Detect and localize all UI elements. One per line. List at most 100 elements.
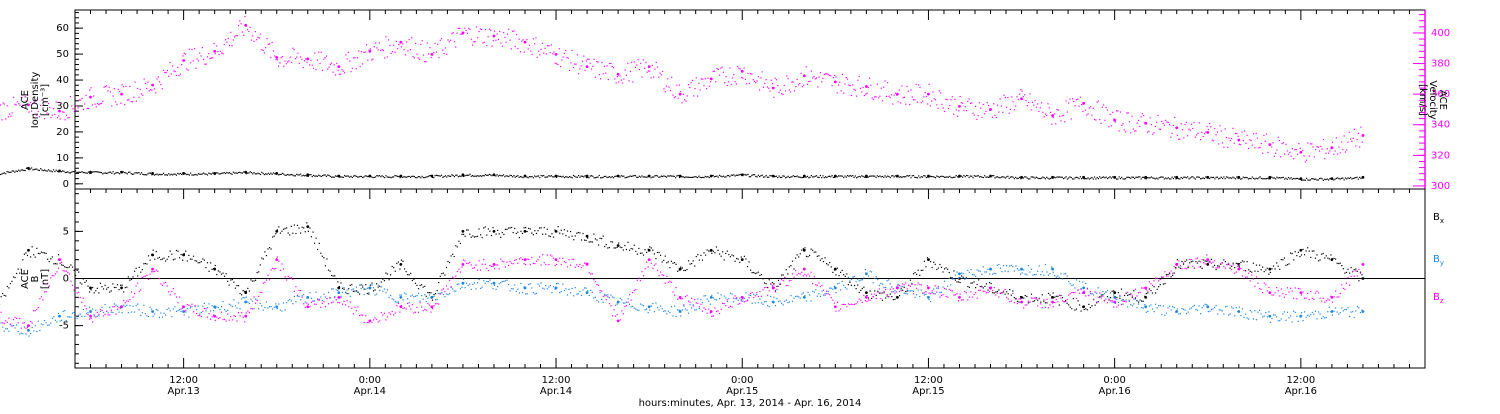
b-sample-bx xyxy=(305,231,306,232)
velocity-sample xyxy=(692,80,693,81)
b-sample-bz xyxy=(843,304,844,305)
b-sample-by xyxy=(1130,304,1131,305)
b-sample-bx xyxy=(983,287,984,288)
b-sample-by xyxy=(384,288,385,289)
b-sample-by xyxy=(1310,314,1311,315)
density-sample xyxy=(725,176,726,177)
velocity-sample xyxy=(1195,137,1196,138)
b-sample-bx xyxy=(617,247,618,248)
b-sample-bz xyxy=(281,263,282,264)
velocity-sample xyxy=(722,66,723,67)
b-sample-by xyxy=(205,310,206,311)
b-sample-by xyxy=(804,295,805,296)
b-sample-bx xyxy=(705,254,706,255)
b-sample-bx xyxy=(64,266,65,267)
density-sample xyxy=(759,176,760,177)
velocity-point xyxy=(368,50,371,53)
b-point-bx xyxy=(89,287,92,290)
velocity-sample xyxy=(1254,147,1255,148)
b-sample-bx xyxy=(134,271,135,272)
velocity-sample xyxy=(200,55,201,56)
velocity-sample xyxy=(1323,139,1324,140)
velocity-sample xyxy=(1182,129,1183,130)
b-point-bz xyxy=(151,268,154,271)
b-sample-bx xyxy=(766,283,767,284)
velocity-sample xyxy=(890,97,891,98)
density-sample xyxy=(449,176,450,177)
density-sample xyxy=(641,175,642,176)
velocity-sample xyxy=(14,104,15,105)
b-sample-bx xyxy=(795,258,796,259)
density-sample xyxy=(88,171,89,172)
velocity-sample xyxy=(242,31,243,32)
velocity-sample xyxy=(865,94,866,95)
velocity-sample xyxy=(1280,156,1281,157)
density-sample xyxy=(292,174,293,175)
b-sample-by xyxy=(716,299,717,300)
b-sample-bz xyxy=(717,310,718,311)
density-sample xyxy=(564,177,565,178)
b-sample-bx xyxy=(783,274,784,275)
velocity-sample xyxy=(839,82,840,83)
b-sample-by xyxy=(280,310,281,311)
velocity-sample xyxy=(904,97,905,98)
b-sample-by xyxy=(87,312,88,313)
velocity-sample xyxy=(497,34,498,35)
b-sample-bz xyxy=(1166,275,1167,276)
b-sample-bz xyxy=(882,292,883,293)
velocity-sample xyxy=(772,83,773,84)
velocity-sample xyxy=(1001,105,1002,106)
density-sample xyxy=(1091,177,1092,178)
density-sample xyxy=(587,177,588,178)
b-sample-bx xyxy=(39,253,40,254)
b-sample-by xyxy=(638,310,639,311)
b-sample-bz xyxy=(22,323,23,324)
b-sample-bx xyxy=(747,266,748,267)
velocity-sample xyxy=(1099,119,1100,120)
velocity-sample xyxy=(114,88,115,89)
density-sample xyxy=(791,176,792,177)
density-sample xyxy=(691,177,692,178)
b-sample-bz xyxy=(575,267,576,268)
density-sample xyxy=(1208,177,1209,178)
density-sample xyxy=(1102,177,1103,178)
b-sample-bx xyxy=(1243,261,1244,262)
density-sample xyxy=(178,174,179,175)
b-sample-by xyxy=(973,274,974,275)
velocity-sample xyxy=(676,85,677,86)
b-sample-by xyxy=(1253,318,1254,319)
b-sample-bx xyxy=(407,274,408,275)
b-sample-by xyxy=(1062,278,1063,279)
b-sample-bz xyxy=(224,319,225,320)
density-sample xyxy=(643,176,644,177)
b-sample-by xyxy=(719,298,720,299)
density-sample xyxy=(706,176,707,177)
b-sample-bz xyxy=(399,311,400,312)
b-sample-by xyxy=(1020,274,1021,275)
b-sample-by xyxy=(443,294,444,295)
b-sample-bz xyxy=(343,301,344,302)
velocity-sample xyxy=(759,89,760,90)
b-sample-bx xyxy=(207,262,208,263)
density-sample xyxy=(670,175,671,176)
b-sample-bz xyxy=(668,282,669,283)
velocity-sample xyxy=(263,50,264,51)
b-sample-by xyxy=(570,292,571,293)
b-sample-by xyxy=(494,285,495,286)
b-sample-by xyxy=(1177,308,1178,309)
b-sample-bz xyxy=(191,304,192,305)
b-sample-bx xyxy=(941,267,942,268)
b-sample-by xyxy=(613,297,614,298)
density-sample xyxy=(1031,176,1032,177)
velocity-sample xyxy=(159,81,160,82)
density-sample xyxy=(1005,177,1006,178)
b-sample-bz xyxy=(733,297,734,298)
velocity-sample xyxy=(702,79,703,80)
b-sample-bz xyxy=(871,294,872,295)
density-sample xyxy=(230,173,231,174)
b-sample-by xyxy=(463,279,464,280)
b-sample-by xyxy=(151,308,152,309)
b-sample-bz xyxy=(361,314,362,315)
b-sample-bz xyxy=(449,280,450,281)
b-point-bz xyxy=(555,258,558,261)
